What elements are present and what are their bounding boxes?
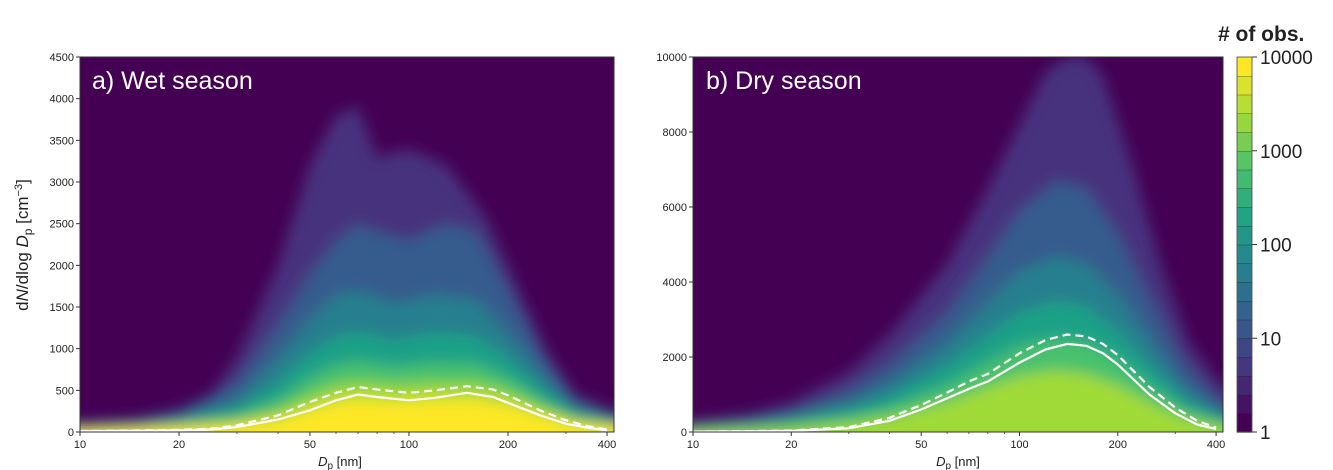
y-tick-label-dry: 0	[681, 427, 687, 439]
colorbar-band	[1236, 131, 1253, 152]
x-tick-label-wet: 50	[304, 439, 316, 451]
series-lines-dry	[693, 333, 1217, 432]
colorbar-band	[1236, 394, 1253, 414]
y-tick-label-dry: 4000	[663, 277, 687, 289]
x-axis-label-dry: Dp [nm]	[936, 454, 980, 470]
dashed-line-dry	[693, 333, 1217, 432]
colorbar-band	[1236, 375, 1253, 396]
series-lines-wet	[80, 385, 608, 432]
y-tick-label-wet: 4500	[50, 52, 74, 64]
x-axis-label-wet: Dp [nm]	[318, 454, 362, 470]
colorbar-tick-label: 100	[1260, 236, 1292, 257]
y-tick-label-wet: 1500	[50, 302, 74, 314]
colorbar-band	[1236, 281, 1253, 302]
y-tick-label-wet: 2500	[50, 219, 74, 231]
colorbar-band	[1236, 75, 1253, 96]
x-tick-label-wet: 20	[173, 439, 185, 451]
y-tick-label-wet: 3500	[50, 135, 74, 147]
colorbar-tick-label: 1000	[1260, 142, 1302, 163]
y-tick-label-wet: 1000	[50, 344, 74, 356]
solid-line-dry	[693, 342, 1217, 432]
x-tick-label-wet: 10	[74, 439, 86, 451]
x-tick-label-dry: 20	[785, 439, 797, 451]
colorbar-tick-label: 10	[1260, 329, 1281, 350]
y-tick-label-wet: 4000	[50, 94, 74, 106]
colorbar-band	[1236, 94, 1253, 114]
colorbar-band	[1236, 113, 1253, 133]
colorbar-band	[1236, 169, 1253, 189]
colorbar-band	[1236, 150, 1253, 171]
colorbar-band	[1236, 188, 1253, 208]
x-tick-label-wet: 200	[499, 439, 517, 451]
colorbar-band	[1236, 300, 1253, 321]
y-tick-label-wet: 2000	[50, 260, 74, 272]
density-layers-wet	[80, 107, 614, 432]
panel-wet-season: 10 20 50 100 200 4000500100015002000250030003…	[50, 52, 617, 451]
panel-title-wet: a) Wet season	[92, 67, 253, 95]
colorbar-band	[1236, 225, 1253, 246]
colorbar-band	[1236, 263, 1253, 283]
colorbar-band	[1236, 356, 1253, 377]
colorbar-band	[1236, 206, 1253, 227]
colorbar: # of obs. 10000 1000 100 10 1	[1218, 23, 1313, 444]
x-tick-label-dry: 50	[915, 439, 927, 451]
density-band-dry-6	[693, 370, 1223, 432]
colorbar-title: # of obs.	[1218, 23, 1304, 46]
colorbar-band	[1236, 338, 1253, 358]
x-tick-label-dry: 200	[1109, 439, 1127, 451]
panel-title-dry: b) Dry season	[706, 67, 862, 95]
x-tick-label-dry: 400	[1207, 439, 1225, 451]
x-tick-label-dry: 10	[687, 439, 699, 451]
x-tick-label-wet: 100	[400, 439, 418, 451]
colorbar-band	[1236, 319, 1253, 339]
y-tick-label-wet: 3000	[50, 177, 74, 189]
colorbar-band	[1236, 56, 1253, 77]
x-tick-label-dry: 100	[1010, 439, 1028, 451]
axes-wet: 10 20 50 100 200 4000500100015002000250030003…	[50, 52, 617, 451]
x-tick-label-wet: 400	[598, 439, 616, 451]
y-tick-label-wet: 500	[56, 385, 74, 397]
y-tick-label-dry: 6000	[663, 202, 687, 214]
colorbar-bands	[1236, 56, 1253, 433]
y-tick-label-dry: 10000	[656, 52, 687, 64]
dashed-line-wet	[80, 385, 608, 432]
density-band-wet-7	[80, 398, 614, 432]
y-tick-label-dry: 2000	[663, 352, 687, 364]
colorbar-tick-label: 1	[1260, 423, 1271, 444]
colorbar-band	[1236, 413, 1253, 433]
y-tick-label-dry: 8000	[663, 127, 687, 139]
y-axis-label: dN/dlog Dp [cm−3]	[13, 179, 35, 311]
y-tick-label-wet: 0	[68, 427, 74, 439]
colorbar-tick-label: 10000	[1260, 48, 1313, 69]
colorbar-ticks: 10000 1000 100 10 1	[1252, 48, 1313, 444]
colorbar-band	[1236, 244, 1253, 264]
